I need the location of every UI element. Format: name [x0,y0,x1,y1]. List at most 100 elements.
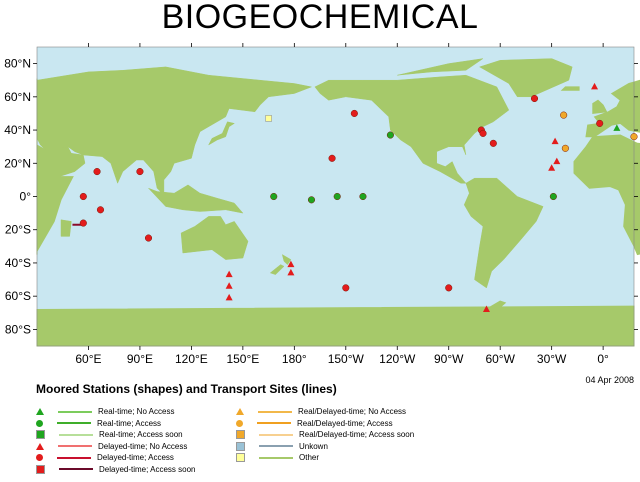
station-circle-marker[interactable] [96,206,105,214]
station-circle-marker[interactable] [445,284,453,292]
legend-square-icon [236,453,245,463]
legend-circle-icon [36,419,43,427]
legend-title: Moored Stations (shapes) and Transport S… [36,382,337,396]
station-triangle-marker[interactable] [287,260,295,268]
land-greenland [478,58,573,98]
legend-left: Real-time; No Access Real-time; Access Rea… [36,406,196,475]
land-antarctica [36,305,635,347]
legend-line-swatch [259,445,293,448]
latitude-labels: 80°N 60°N 40°N 20°N 0° 20°S 40°S 60°S 80°S [4,57,31,337]
lon-label: 150°E [226,352,259,366]
legend-line-swatch [59,433,93,436]
land-arabia [45,146,86,177]
lat-label: 60°S [5,289,31,303]
lat-label: 20°S [5,223,31,237]
land-asia [36,66,313,196]
legend-label: Delayed-time; Access [97,453,174,463]
legend-label: Other [299,453,320,463]
station-circle-marker[interactable] [386,131,394,139]
lat-label: 0° [20,190,32,204]
station-circle-marker[interactable] [270,192,278,201]
land-africa [573,134,640,256]
legend-label: Real/Delayed-time; Access [297,418,393,428]
lon-label: 60°W [485,352,515,366]
legend-item: Unkown [236,441,414,453]
legend-square-icon [236,441,245,451]
date-stamp: 04 Apr 2008 [585,375,634,385]
land-samerica [463,177,544,289]
legend-label: Delayed-time; Access soon [99,464,196,474]
station-circle-marker[interactable] [489,139,497,147]
legend-label: Real-time; No Access [98,407,175,417]
station-circle-marker[interactable] [79,192,87,201]
station-circle-marker[interactable] [79,219,87,227]
legend-square-icon [236,430,245,440]
lon-label: 120°E [175,352,208,366]
legend-triangle-icon [36,408,44,416]
legend-right: Real/Delayed-time; No Access Real/Delayed… [236,406,414,464]
station-triangle-marker[interactable] [287,268,295,276]
longitude-labels: 60°E 90°E 120°E 150°E 180° 150°W 120°W 90°W 60°W… [75,352,609,366]
legend-line-swatch [259,456,293,459]
station-circle-marker[interactable] [93,168,101,176]
station-circle-marker[interactable] [333,192,341,201]
lat-label: 80°S [5,322,31,336]
lon-label: 150°W [328,352,365,366]
station-circle-marker[interactable] [479,129,487,137]
lon-label: 60°E [75,352,101,366]
station-circle-marker[interactable] [560,111,568,119]
station-circle-marker[interactable] [596,119,604,127]
station-triangle-marker[interactable] [482,305,490,312]
land-arctic-isl [397,58,484,76]
lat-label: 40°S [5,256,31,270]
lon-label: 90°E [127,352,153,366]
station-circle-marker[interactable] [549,192,557,201]
station-triangle-marker[interactable] [591,82,599,90]
legend-item: Real-time; Access soon [36,429,196,441]
station-circle-marker[interactable] [359,192,367,201]
station-circle-marker[interactable] [630,133,638,141]
legend-circle-icon [236,419,243,427]
legend-line-swatch [259,433,293,436]
station-triangle-marker[interactable] [553,157,561,165]
station-circle-marker[interactable] [561,144,569,152]
station-triangle-marker[interactable] [548,164,556,171]
page-title: BIOGEOCHEMICAL [161,0,479,36]
legend-circle-icon [36,454,43,462]
land-sea-asia [148,184,244,214]
land-australia [180,216,249,260]
legend-square-icon [36,430,45,440]
legend-item: Delayed-time; No Access [36,441,196,453]
legend-item: Real-time; Access [36,418,196,430]
legend-item: Real/Delayed-time; Access [236,418,414,430]
station-circle-marker[interactable] [144,234,153,242]
station-triangle-marker[interactable] [551,137,559,145]
legend-line-swatch [257,422,291,425]
legend-triangle-icon [36,442,44,450]
legend-line-swatch [57,422,91,425]
station-triangle-marker[interactable] [225,270,233,278]
legend-item: Delayed-time; Access [36,452,196,464]
station-circle-marker[interactable] [530,94,539,103]
station-circle-marker[interactable] [136,168,144,176]
legend-line-swatch [258,410,292,413]
legend-line-swatch [57,456,91,459]
legend-line-swatch [58,445,92,448]
station-square-marker[interactable] [265,115,272,122]
lon-label: 180° [282,352,307,366]
station-triangle-marker[interactable] [225,293,233,301]
lon-label: 0° [597,352,609,366]
station-triangle-marker[interactable] [613,124,621,131]
station-triangle-marker[interactable] [225,282,233,289]
station-circle-marker[interactable] [342,284,350,292]
station-circle-marker[interactable] [328,154,336,162]
legend-triangle-icon [236,408,244,416]
station-circle-marker[interactable] [350,109,358,117]
land-nz-n [281,254,292,265]
land-uk [592,99,608,114]
lat-label: 40°N [4,123,31,137]
legend-label: Real/Delayed-time; Access soon [299,430,415,440]
legend-item: Delayed-time; Access soon [36,464,196,476]
station-circle-marker[interactable] [307,196,316,204]
